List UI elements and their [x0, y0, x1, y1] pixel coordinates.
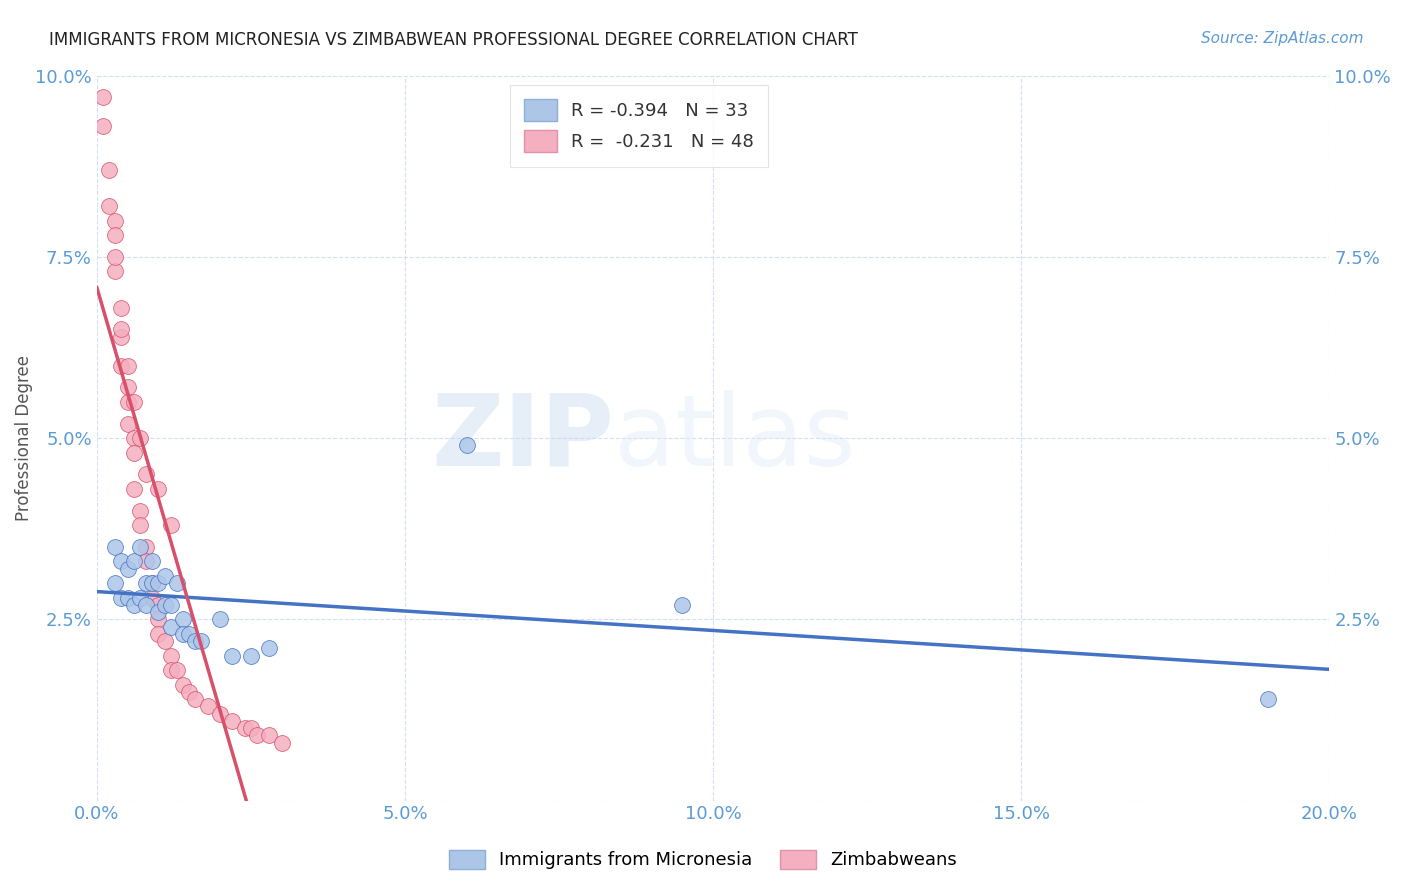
Point — [128, 591, 150, 605]
Point — [117, 591, 139, 605]
Point — [172, 612, 194, 626]
Point — [122, 482, 145, 496]
Point — [128, 503, 150, 517]
Point — [148, 612, 170, 626]
Point — [104, 227, 127, 242]
Point — [190, 634, 212, 648]
Point — [122, 554, 145, 568]
Point — [221, 714, 243, 728]
Point — [141, 576, 163, 591]
Point — [98, 199, 121, 213]
Point — [117, 394, 139, 409]
Point — [208, 706, 231, 721]
Point — [148, 576, 170, 591]
Point — [671, 598, 693, 612]
Point — [270, 736, 292, 750]
Point — [104, 576, 127, 591]
Point — [159, 598, 181, 612]
Point — [117, 417, 139, 431]
Point — [122, 394, 145, 409]
Text: ZIP: ZIP — [432, 390, 614, 486]
Point — [166, 576, 188, 591]
Point — [159, 663, 181, 677]
Point — [110, 301, 132, 315]
Point — [128, 540, 150, 554]
Point — [135, 540, 157, 554]
Point — [110, 322, 132, 336]
Point — [153, 569, 176, 583]
Point — [122, 431, 145, 445]
Point — [179, 627, 201, 641]
Point — [179, 685, 201, 699]
Point — [153, 634, 176, 648]
Point — [184, 692, 207, 706]
Point — [110, 554, 132, 568]
Point — [104, 540, 127, 554]
Point — [259, 641, 281, 656]
Point — [239, 721, 262, 735]
Point — [117, 561, 139, 575]
Text: Source: ZipAtlas.com: Source: ZipAtlas.com — [1201, 31, 1364, 46]
Point — [172, 677, 194, 691]
Point — [135, 576, 157, 591]
Point — [166, 663, 188, 677]
Point — [104, 250, 127, 264]
Y-axis label: Professional Degree: Professional Degree — [15, 355, 32, 521]
Legend: R = -0.394   N = 33, R =  -0.231   N = 48: R = -0.394 N = 33, R = -0.231 N = 48 — [510, 85, 769, 167]
Point — [135, 467, 157, 482]
Point — [141, 554, 163, 568]
Point — [104, 213, 127, 227]
Point — [159, 619, 181, 633]
Point — [122, 445, 145, 459]
Text: IMMIGRANTS FROM MICRONESIA VS ZIMBABWEAN PROFESSIONAL DEGREE CORRELATION CHART: IMMIGRANTS FROM MICRONESIA VS ZIMBABWEAN… — [49, 31, 858, 49]
Point — [128, 518, 150, 533]
Point — [208, 612, 231, 626]
Point — [122, 598, 145, 612]
Point — [104, 264, 127, 278]
Point — [233, 721, 256, 735]
Point — [153, 598, 176, 612]
Point — [141, 576, 163, 591]
Point — [117, 380, 139, 394]
Point — [148, 598, 170, 612]
Point — [135, 554, 157, 568]
Point — [148, 627, 170, 641]
Point — [98, 162, 121, 177]
Point — [239, 648, 262, 663]
Point — [148, 605, 170, 619]
Point — [159, 648, 181, 663]
Point — [135, 598, 157, 612]
Point — [184, 634, 207, 648]
Point — [456, 438, 478, 452]
Point — [91, 90, 114, 104]
Point — [148, 482, 170, 496]
Point — [110, 591, 132, 605]
Legend: Immigrants from Micronesia, Zimbabweans: Immigrants from Micronesia, Zimbabweans — [440, 840, 966, 879]
Point — [110, 329, 132, 343]
Point — [172, 627, 194, 641]
Point — [1257, 692, 1279, 706]
Point — [128, 431, 150, 445]
Point — [117, 359, 139, 373]
Point — [197, 699, 219, 714]
Point — [159, 518, 181, 533]
Text: atlas: atlas — [614, 390, 856, 486]
Point — [221, 648, 243, 663]
Point — [246, 728, 269, 742]
Point — [91, 120, 114, 134]
Point — [259, 728, 281, 742]
Point — [110, 359, 132, 373]
Point — [141, 591, 163, 605]
